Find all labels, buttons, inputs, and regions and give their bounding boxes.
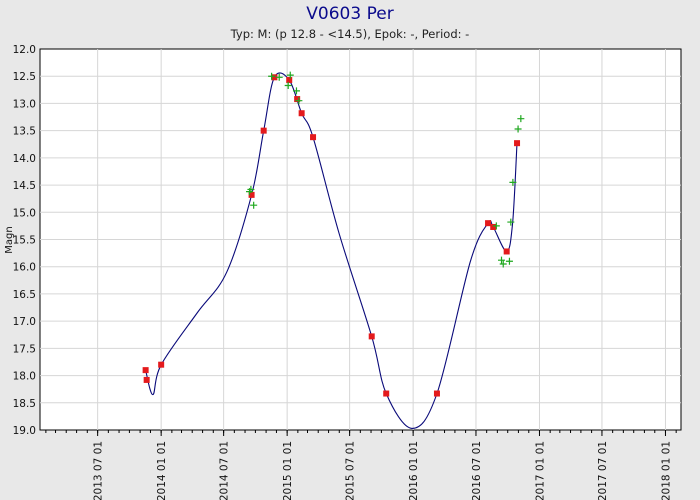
y-tick-label: 12.5 — [13, 71, 36, 83]
data-point-plus — [268, 72, 276, 80]
data-point-square — [298, 110, 305, 117]
x-tick-label: 2018 01 01 — [660, 441, 672, 500]
data-points — [142, 71, 525, 397]
y-tick-label: 16.5 — [13, 289, 36, 301]
y-axis: 12.0 12.5 13.0 13.5 14.0 14.5 15.0 15.5 16.0 16.5… — [13, 44, 36, 437]
y-tick-label: 16.0 — [13, 262, 36, 274]
y-tick-label: 17.5 — [13, 343, 36, 355]
data-point-square — [294, 96, 301, 103]
data-point-plus — [247, 185, 255, 193]
data-point-square — [310, 134, 317, 141]
x-tick-label: 2014 07 01 — [219, 441, 231, 500]
y-tick-label: 12.0 — [13, 44, 36, 56]
data-point-square — [248, 191, 255, 198]
y-tick-label: 13.5 — [13, 126, 36, 138]
y-tick-label: 17.0 — [13, 316, 36, 328]
x-tick-label: 2015 01 01 — [282, 441, 294, 500]
x-tick-label: 2017 01 01 — [534, 441, 546, 500]
data-point-square — [260, 127, 267, 134]
y-tick-label: 14.5 — [13, 180, 36, 192]
x-tick-label: 2017 07 01 — [597, 441, 609, 500]
data-point-plus — [250, 201, 258, 209]
data-point-square — [271, 74, 278, 81]
x-tick-label: 2016 07 01 — [471, 441, 483, 500]
data-point-square — [142, 367, 149, 374]
data-point-plus — [498, 256, 506, 264]
data-point-plus — [275, 73, 283, 81]
data-point-plus — [295, 97, 303, 105]
y-tick-label: 15.5 — [13, 235, 36, 247]
y-tick-label: 14.0 — [13, 153, 36, 165]
chart-subtitle: Typ: M: (p 12.8 - <14.5), Epok: -, Perio… — [230, 27, 470, 41]
data-point-plus — [507, 218, 515, 226]
data-point-plus — [517, 115, 525, 123]
data-point-square — [286, 77, 293, 84]
y-tick-label: 18.0 — [13, 371, 36, 383]
data-point-plus — [514, 125, 522, 133]
x-tick-label: 2016 01 01 — [408, 441, 420, 500]
x-tick-label: 2013 07 01 — [93, 441, 105, 500]
x-tick-label: 2015 07 01 — [345, 441, 357, 500]
data-point-square — [490, 223, 497, 230]
data-point-plus — [509, 178, 517, 186]
data-point-square — [143, 376, 150, 383]
data-point-square — [514, 140, 521, 147]
y-tick-label: 15.0 — [13, 207, 36, 219]
data-point-plus — [499, 260, 507, 268]
x-axis: 2013 07 01 2014 01 01 2014 07 01 2015 01 01… — [45, 430, 677, 500]
data-point-square — [503, 248, 510, 255]
data-point-square — [383, 390, 390, 397]
data-point-plus — [292, 87, 300, 95]
y-tick-label: 13.0 — [13, 98, 36, 110]
grid-lines — [40, 49, 681, 430]
y-axis-label: Magn — [4, 226, 15, 253]
data-point-square — [433, 390, 440, 397]
chart-title: V0603 Per — [306, 4, 393, 24]
y-tick-label: 18.5 — [13, 398, 36, 410]
data-point-plus — [286, 71, 294, 79]
data-point-square — [158, 361, 165, 368]
y-tick-label: 19.0 — [13, 425, 36, 437]
data-point-square — [368, 333, 375, 340]
data-point-plus — [284, 81, 292, 89]
data-point-plus — [492, 222, 500, 230]
data-point-square — [485, 220, 492, 227]
data-point-plus — [505, 257, 513, 265]
x-tick-label: 2014 01 01 — [156, 441, 168, 500]
